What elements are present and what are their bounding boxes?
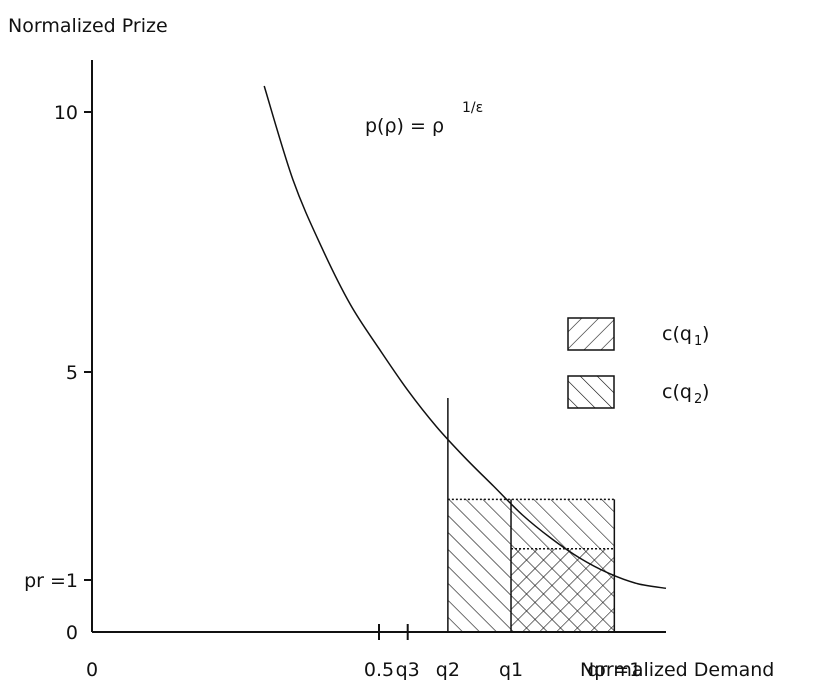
legend-label-text-2: c(q	[662, 381, 692, 403]
legend-label-c-q1: c(q 1 )	[662, 323, 709, 349]
rect-c-q1	[511, 548, 615, 632]
legend-label-c-q2: c(q 2 )	[662, 381, 709, 407]
x-tick-label-3: q2	[436, 659, 460, 681]
y-tick-label-1: 5	[66, 362, 78, 384]
y-ticks: 10 5 pr =1 0	[24, 102, 92, 644]
curve-layer	[263, 85, 667, 590]
legend-label-close-2: )	[702, 381, 709, 403]
x-tick-label-2: q3	[396, 659, 420, 681]
cost-rectangles	[447, 398, 616, 632]
x-tick-label-0: 0	[86, 659, 98, 681]
legend-label-sub-1: 1	[694, 334, 702, 349]
y-tick-label-3: 0	[66, 622, 78, 644]
x-tick-label-4: q1	[499, 659, 523, 681]
legend-swatch-c-q1	[567, 317, 615, 351]
y-axis-title: Normalized Prize	[8, 15, 168, 37]
x-ticks: 0 0.5 q3 q2 q1 qr =1	[86, 624, 641, 681]
legend-label-sub-2: 2	[694, 392, 702, 407]
curve-p-rho	[263, 85, 667, 590]
x-tick-label-5: qr =1	[587, 659, 641, 681]
y-tick-label-0: 10	[54, 102, 78, 124]
formula-base: p(ρ) = ρ	[365, 115, 444, 137]
formula-exponent: 1/ε	[462, 100, 483, 116]
legend-label-text-1: c(q	[662, 323, 692, 345]
x-axis-title: Normalized Demand	[580, 659, 774, 681]
legend-swatch-c-q2	[567, 375, 615, 409]
legend-label-close-1: )	[702, 323, 709, 345]
legend: c(q 1 ) c(q 2 )	[567, 317, 709, 409]
formula: p(ρ) = ρ 1/ε	[365, 100, 483, 137]
y-tick-label-2: pr =1	[24, 570, 78, 592]
x-tick-label-1: 0.5	[364, 659, 394, 681]
